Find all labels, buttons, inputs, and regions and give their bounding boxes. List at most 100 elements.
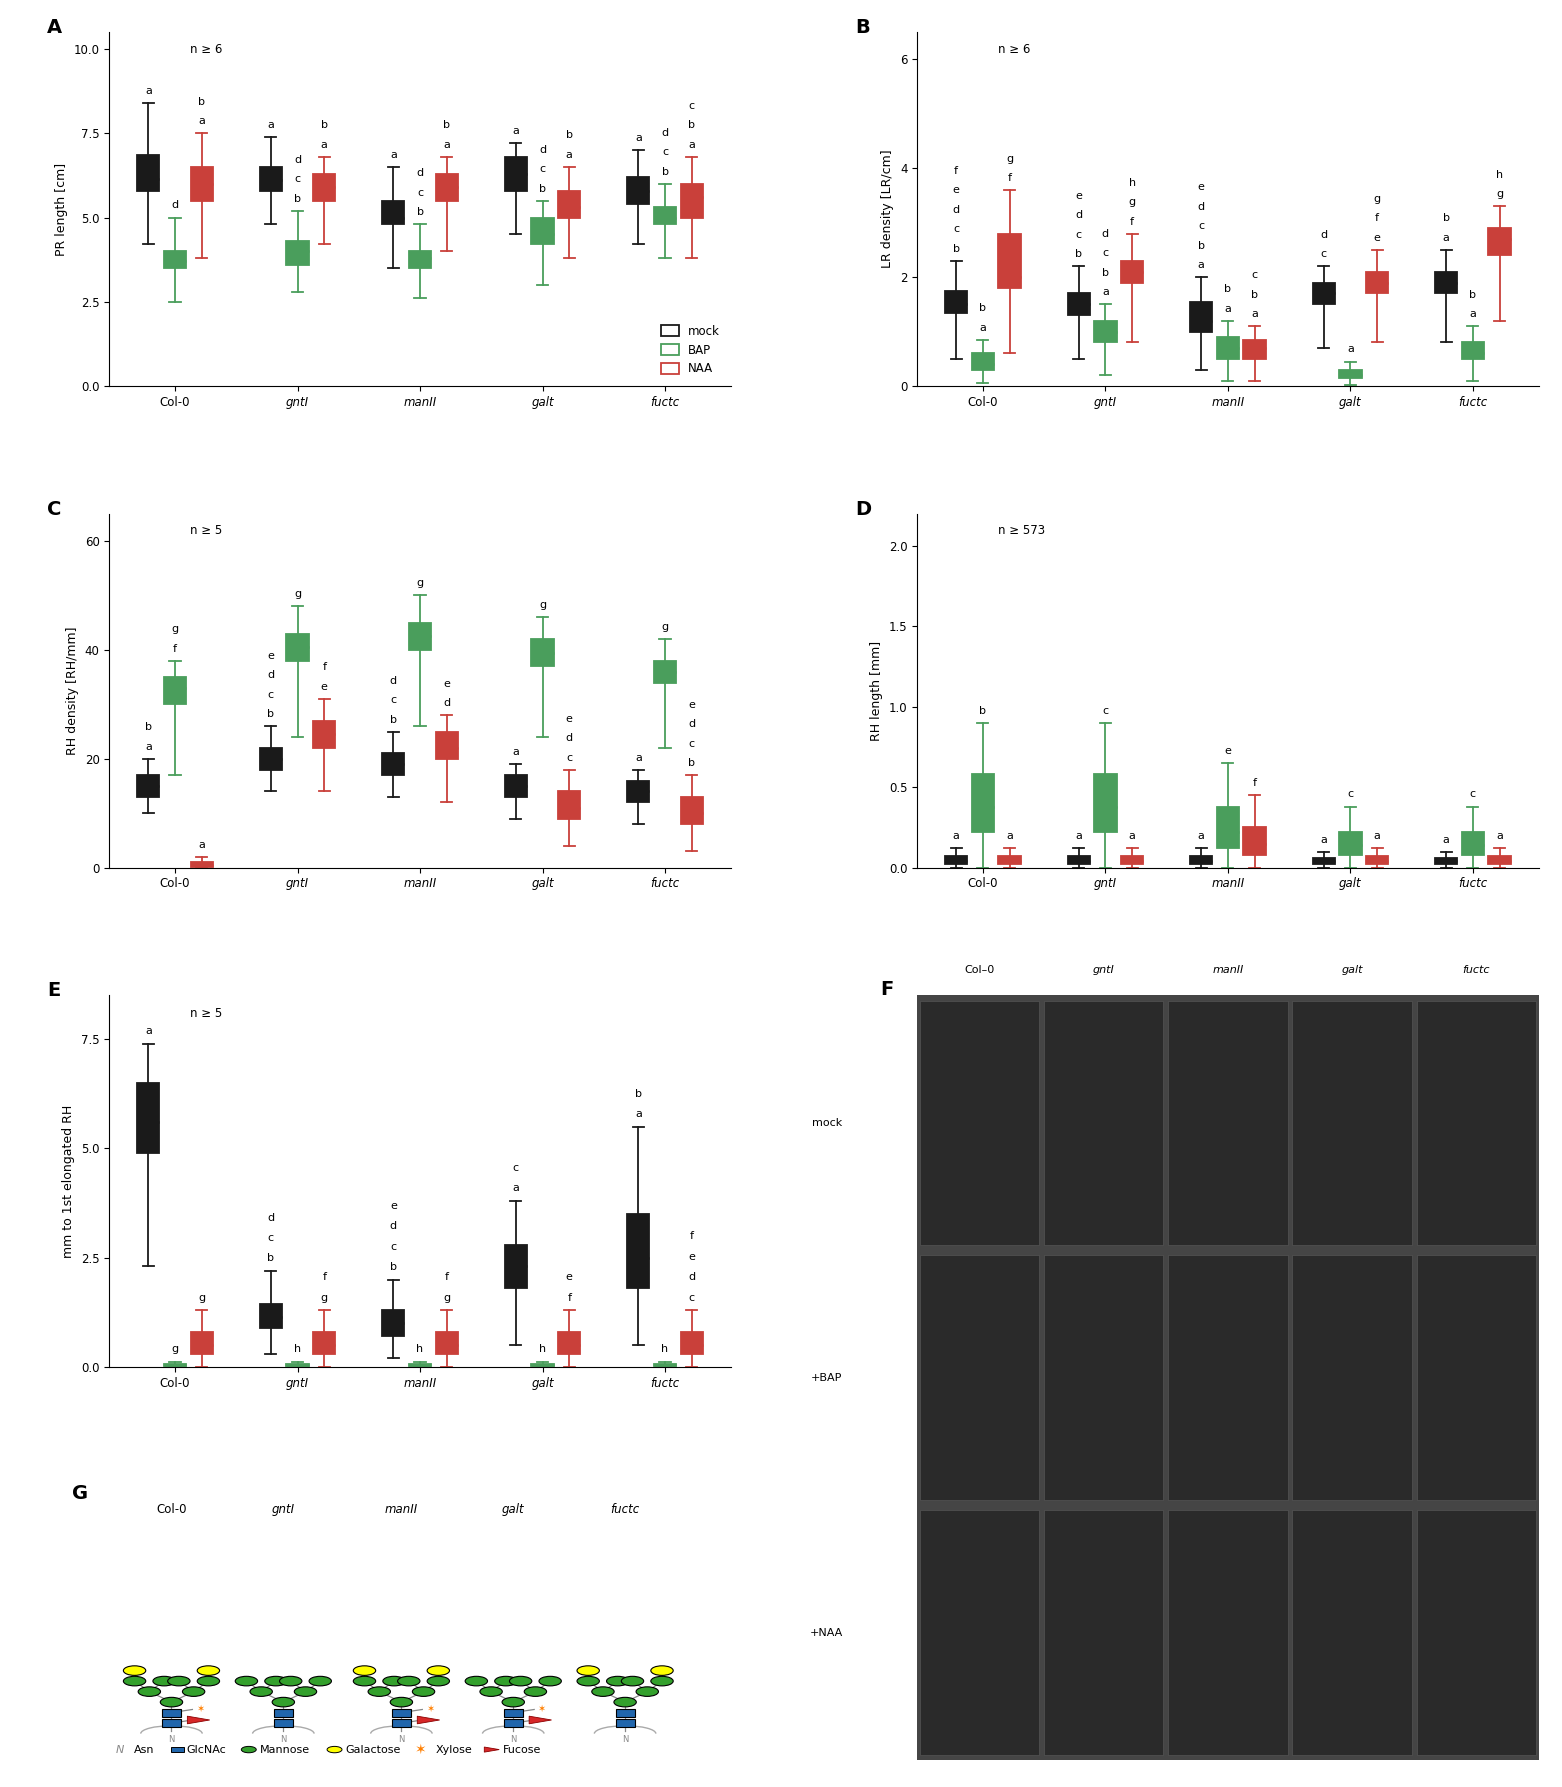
Text: e: e [565,713,573,724]
Circle shape [272,1698,295,1707]
Circle shape [123,1665,145,1676]
Text: c: c [662,147,669,157]
Circle shape [525,1687,547,1696]
Legend: mock, BAP, NAA: mock, BAP, NAA [656,320,725,381]
Circle shape [592,1687,614,1696]
PathPatch shape [286,241,309,264]
Text: b: b [198,96,205,107]
PathPatch shape [1312,282,1336,304]
Circle shape [651,1676,673,1685]
Polygon shape [484,1748,500,1751]
Text: h: h [1128,177,1136,188]
Text: Fucose: Fucose [503,1744,542,1755]
Text: manII: manII [384,1503,419,1515]
Text: ✶: ✶ [414,1742,426,1757]
PathPatch shape [164,677,186,704]
PathPatch shape [681,1331,703,1355]
Bar [1417,1001,1535,1246]
Text: g: g [320,1292,328,1303]
PathPatch shape [1190,856,1212,865]
Text: a: a [1346,345,1354,354]
Text: b: b [417,207,423,218]
Text: b: b [953,243,959,254]
Text: b: b [320,120,328,130]
Bar [162,1708,181,1717]
Text: a: a [1443,232,1450,243]
Text: a: a [1443,835,1450,845]
Text: galt: galt [501,1503,525,1515]
PathPatch shape [531,1363,553,1365]
PathPatch shape [1339,370,1362,377]
Text: a: a [1101,288,1109,297]
Text: c: c [1320,248,1326,259]
Text: g: g [1373,195,1381,204]
Text: b: b [689,758,695,768]
PathPatch shape [1365,272,1389,293]
Text: c: c [512,1163,519,1172]
Circle shape [123,1676,145,1685]
PathPatch shape [1217,806,1239,849]
Circle shape [383,1676,405,1685]
Text: N: N [280,1735,286,1744]
Bar [1168,1510,1287,1755]
PathPatch shape [409,622,431,650]
Polygon shape [187,1716,209,1724]
Circle shape [161,1698,183,1707]
Text: f: f [322,1272,326,1283]
Circle shape [412,1687,434,1696]
Circle shape [183,1687,205,1696]
Bar [1043,1510,1164,1755]
Text: b: b [444,120,450,130]
PathPatch shape [191,863,212,867]
PathPatch shape [998,856,1020,865]
PathPatch shape [1365,856,1389,865]
Bar [1292,1510,1412,1755]
PathPatch shape [1122,856,1143,865]
PathPatch shape [505,157,526,191]
Text: fuctc: fuctc [1462,965,1490,976]
Circle shape [426,1665,450,1676]
Text: d: d [1320,231,1328,239]
Text: c: c [1103,706,1109,717]
Text: c: c [565,752,572,763]
PathPatch shape [628,177,650,204]
PathPatch shape [137,1083,159,1153]
Text: a: a [634,1110,642,1119]
Circle shape [250,1687,272,1696]
Text: d: d [444,699,450,708]
Text: e: e [320,683,328,692]
PathPatch shape [259,1305,283,1328]
PathPatch shape [1217,338,1239,359]
PathPatch shape [312,173,336,200]
Text: g: g [172,624,178,634]
Text: d: d [1075,211,1082,220]
Text: n ≥ 573: n ≥ 573 [998,524,1045,538]
PathPatch shape [505,1244,526,1288]
Circle shape [197,1665,220,1676]
Text: N: N [398,1735,405,1744]
Text: fuctc: fuctc [611,1503,640,1515]
Text: b: b [145,722,152,733]
Text: a: a [198,116,205,127]
PathPatch shape [286,634,309,661]
Bar [505,1708,523,1717]
Circle shape [501,1698,525,1707]
PathPatch shape [628,1213,650,1288]
Text: d: d [661,129,669,138]
Text: h: h [539,1344,547,1355]
Text: e: e [689,1253,695,1262]
Text: c: c [689,738,695,749]
Text: Xylose: Xylose [436,1744,473,1755]
Circle shape [309,1676,331,1685]
Text: a: a [979,323,986,332]
PathPatch shape [972,354,993,370]
Text: g: g [1128,197,1136,207]
Circle shape [390,1698,412,1707]
Text: Galactose: Galactose [345,1744,401,1755]
Y-axis label: PR length [cm]: PR length [cm] [55,163,69,256]
Text: a: a [390,150,397,159]
Text: a: a [1198,831,1204,842]
Y-axis label: LR density [LR/cm]: LR density [LR/cm] [881,150,895,268]
PathPatch shape [531,218,553,245]
PathPatch shape [1462,343,1484,359]
